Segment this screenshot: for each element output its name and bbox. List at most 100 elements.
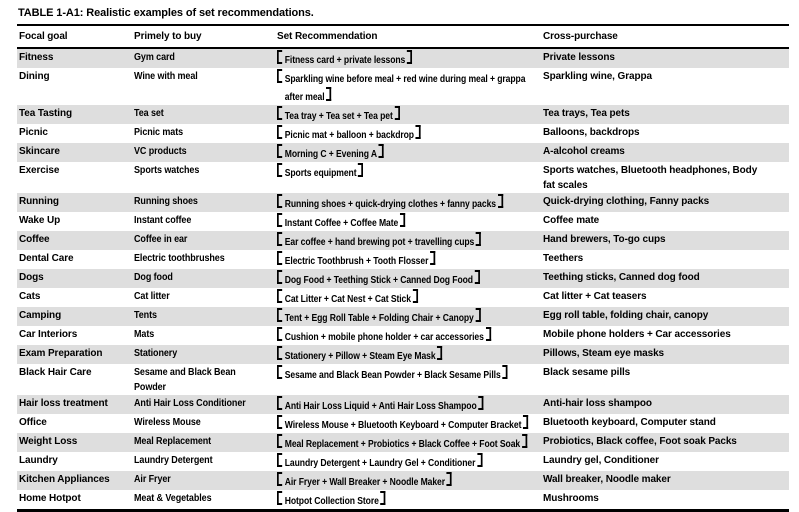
set-recommendation-wrap: Tea tray + Tea set + Tea pet bbox=[277, 105, 541, 124]
set-recommendations-table: Focal goal Primely to buy Set Recommenda… bbox=[17, 24, 789, 512]
right-lenticular-bracket-icon bbox=[475, 231, 482, 246]
left-lenticular-bracket-icon bbox=[277, 433, 283, 448]
right-lenticular-bracket-icon bbox=[380, 490, 386, 505]
table-row: Cats Cat litter Cat Litter + Cat Nest + Ca… bbox=[17, 288, 789, 307]
primely-to-buy-text: Sesame and Black Bean Powder bbox=[134, 366, 236, 393]
cross-purchase-cell: Teething sticks, Canned dog food bbox=[541, 269, 789, 288]
set-recommendation-cell: Picnic mat + balloon + backdrop bbox=[275, 124, 541, 143]
set-recommendation-cell: Anti Hair Loss Liquid + Anti Hair Loss S… bbox=[275, 395, 541, 414]
right-lenticular-bracket-icon bbox=[358, 162, 364, 177]
set-recommendation-wrap: Morning C + Evening A bbox=[277, 143, 541, 162]
primely-to-buy-cell: Mats bbox=[132, 326, 275, 345]
focal-goal-cell: Exercise bbox=[17, 162, 132, 193]
focal-goal-cell: Skincare bbox=[17, 143, 132, 162]
right-lenticular-bracket-icon bbox=[378, 143, 384, 158]
cross-purchase-text: Laundry gel, Conditioner bbox=[543, 454, 659, 466]
right-lenticular-bracket-icon bbox=[502, 364, 508, 379]
primely-to-buy-cell: Gym card bbox=[132, 48, 275, 68]
right-lenticular-bracket-icon bbox=[475, 307, 481, 322]
table-row: Dogs Dog food Dog Food + Teething Stick + … bbox=[17, 269, 789, 288]
cross-purchase-cell: Hand brewers, To-go cups bbox=[541, 231, 789, 250]
focal-goal-cell: Dining bbox=[17, 68, 132, 105]
primely-to-buy-cell: Picnic mats bbox=[132, 124, 275, 143]
primely-to-buy-text: Sports watches bbox=[134, 164, 200, 176]
focal-goal-cell: Tea Tasting bbox=[17, 105, 132, 124]
set-recommendation-wrap: Picnic mat + balloon + backdrop bbox=[277, 124, 541, 143]
primely-to-buy-text: Stationery bbox=[134, 347, 178, 359]
cross-purchase-cell: Egg roll table, folding chair, canopy bbox=[541, 307, 789, 326]
table-row: Home Hotpot Meat & Vegetables Hotpot Colle… bbox=[17, 490, 789, 511]
column-header-primely-to-buy: Primely to buy bbox=[132, 25, 275, 49]
column-header-set-recommendation: Set Recommendation bbox=[275, 25, 541, 49]
focal-goal-cell: Home Hotpot bbox=[17, 490, 132, 511]
focal-goal-text: Black Hair Care bbox=[19, 366, 92, 378]
primely-to-buy-text: Running shoes bbox=[134, 195, 198, 207]
set-recommendation-wrap: Air Fryer + Wall Breaker + Noodle Maker bbox=[277, 471, 541, 490]
left-lenticular-bracket-icon bbox=[277, 288, 283, 303]
set-recommendation-text: Sparkling wine before meal + red wine du… bbox=[284, 73, 526, 103]
cross-purchase-text: Probiotics, Black coffee, Foot soak Pack… bbox=[543, 435, 737, 447]
primely-to-buy-text: Air Fryer bbox=[134, 473, 171, 485]
right-lenticular-bracket-icon bbox=[394, 105, 400, 120]
table-row: Laundry Laundry Detergent Laundry Detergen… bbox=[17, 452, 789, 471]
left-lenticular-bracket-icon bbox=[277, 490, 283, 505]
primely-to-buy-text: Wireless Mouse bbox=[134, 416, 201, 428]
set-recommendation-text: Wireless Mouse + Bluetooth Keyboard + Co… bbox=[284, 419, 522, 431]
primely-to-buy-cell: Coffee in ear bbox=[132, 231, 275, 250]
left-lenticular-bracket-icon bbox=[277, 471, 283, 486]
primely-to-buy-cell: Cat litter bbox=[132, 288, 275, 307]
set-recommendation-text: Anti Hair Loss Liquid + Anti Hair Loss S… bbox=[284, 400, 477, 412]
cross-purchase-cell: Private lessons bbox=[541, 48, 789, 68]
set-recommendation-wrap: Sesame and Black Bean Powder + Black Ses… bbox=[277, 364, 541, 383]
cross-purchase-text: Tea trays, Tea pets bbox=[543, 107, 630, 119]
primely-to-buy-cell: Instant coffee bbox=[132, 212, 275, 231]
focal-goal-text: Dogs bbox=[19, 271, 44, 283]
set-recommendation-cell: Cushion + mobile phone holder + car acce… bbox=[275, 326, 541, 345]
primely-to-buy-text: Instant coffee bbox=[134, 214, 192, 226]
left-lenticular-bracket-icon bbox=[277, 124, 283, 139]
focal-goal-cell: Weight Loss bbox=[17, 433, 132, 452]
primely-to-buy-text: Gym card bbox=[134, 51, 175, 63]
set-recommendation-cell: Sesame and Black Bean Powder + Black Ses… bbox=[275, 364, 541, 395]
primely-to-buy-text: Cat litter bbox=[134, 290, 170, 302]
set-recommendation-cell: Wireless Mouse + Bluetooth Keyboard + Co… bbox=[275, 414, 541, 433]
left-lenticular-bracket-icon bbox=[277, 49, 283, 64]
primely-to-buy-text: Tents bbox=[134, 309, 157, 321]
left-lenticular-bracket-icon bbox=[277, 212, 283, 227]
set-recommendation-cell: Sparkling wine before meal + red wine du… bbox=[275, 68, 541, 105]
cross-purchase-cell: Black sesame pills bbox=[541, 364, 789, 395]
primely-to-buy-cell: Wireless Mouse bbox=[132, 414, 275, 433]
set-recommendation-wrap: Cat Litter + Cat Nest + Cat Stick bbox=[277, 288, 541, 307]
focal-goal-text: Weight Loss bbox=[19, 435, 78, 447]
right-lenticular-bracket-icon bbox=[430, 250, 436, 265]
primely-to-buy-cell: Running shoes bbox=[132, 193, 275, 212]
table-row: Hair loss treatment Anti Hair Loss Condit… bbox=[17, 395, 789, 414]
set-recommendation-text: Hotpot Collection Store bbox=[284, 495, 379, 507]
right-lenticular-bracket-icon bbox=[399, 212, 406, 227]
left-lenticular-bracket-icon bbox=[277, 307, 283, 322]
primely-to-buy-cell: VC products bbox=[132, 143, 275, 162]
cross-purchase-text: Balloons, backdrops bbox=[543, 126, 640, 138]
primely-to-buy-text: Wine with meal bbox=[134, 70, 198, 82]
set-recommendation-text: Sesame and Black Bean Powder + Black Ses… bbox=[284, 369, 501, 381]
set-recommendation-text: Cushion + mobile phone holder + car acce… bbox=[284, 331, 484, 343]
primely-to-buy-cell: Meat & Vegetables bbox=[132, 490, 275, 511]
set-recommendation-text: Ear coffee + hand brewing pot + travelli… bbox=[284, 236, 475, 248]
left-lenticular-bracket-icon bbox=[277, 105, 283, 120]
focal-goal-cell: Picnic bbox=[17, 124, 132, 143]
cross-purchase-text: Hand brewers, To-go cups bbox=[543, 233, 666, 245]
set-recommendation-cell: Fitness card + private lessons bbox=[275, 48, 541, 68]
right-lenticular-bracket-icon bbox=[415, 124, 421, 139]
table-row: Exercise Sports watches Sports equipment Sp… bbox=[17, 162, 789, 193]
cross-purchase-text: Coffee mate bbox=[543, 214, 600, 226]
set-recommendation-cell: Tea tray + Tea set + Tea pet bbox=[275, 105, 541, 124]
cross-purchase-text: Quick-drying clothing, Fanny packs bbox=[543, 195, 710, 207]
right-lenticular-bracket-icon bbox=[521, 433, 527, 448]
right-lenticular-bracket-icon bbox=[412, 288, 418, 303]
cross-purchase-cell: Tea trays, Tea pets bbox=[541, 105, 789, 124]
focal-goal-cell: Black Hair Care bbox=[17, 364, 132, 395]
focal-goal-cell: Coffee bbox=[17, 231, 132, 250]
focal-goal-cell: Fitness bbox=[17, 48, 132, 68]
cross-purchase-cell: Mushrooms bbox=[541, 490, 789, 511]
table-row: Camping Tents Tent + Egg Roll Table + Fold… bbox=[17, 307, 789, 326]
